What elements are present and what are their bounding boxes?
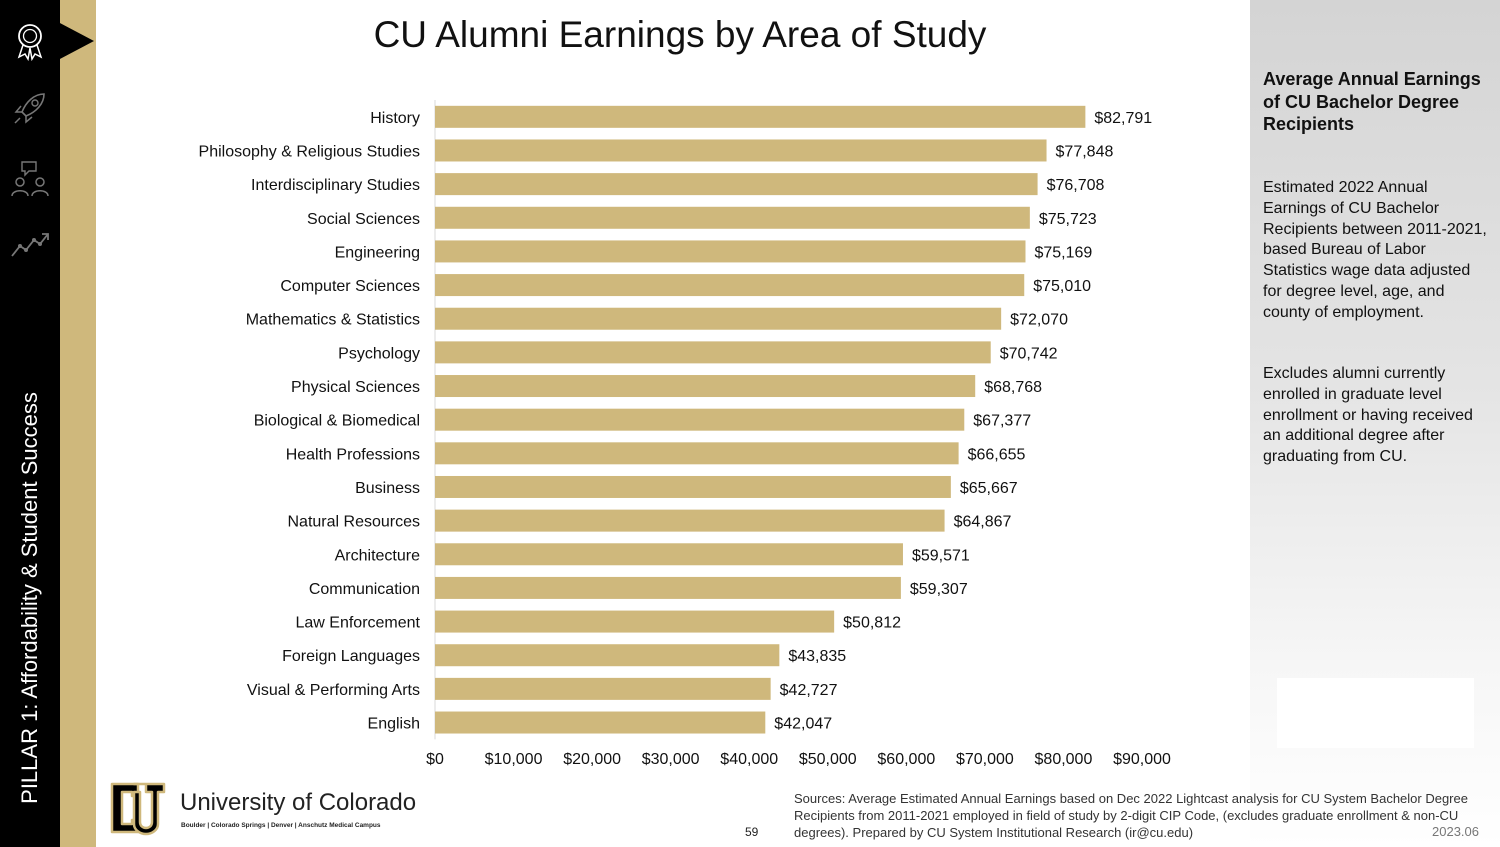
category-label: Law Enforcement	[295, 615, 420, 632]
sidebar: PILLAR 1: Affordability & Student Succes…	[0, 0, 60, 847]
slide-title: CU Alumni Earnings by Area of Study	[373, 14, 987, 55]
bar	[435, 711, 766, 734]
value-label: $42,727	[780, 682, 838, 699]
value-label: $70,742	[1000, 345, 1058, 362]
category-label: Interdisciplinary Studies	[251, 177, 420, 194]
category-label: History	[370, 110, 420, 127]
value-label: $66,655	[968, 446, 1026, 463]
bar	[435, 509, 945, 532]
bar	[435, 543, 903, 566]
bar	[435, 139, 1047, 162]
x-tick-label: $90,000	[1113, 751, 1171, 768]
x-tick-label: $50,000	[799, 751, 857, 768]
category-label: Social Sciences	[307, 211, 420, 228]
date-code: 2023.06	[1432, 824, 1479, 839]
category-label: Communication	[309, 581, 420, 598]
value-label: $82,791	[1094, 110, 1152, 127]
bar	[435, 408, 965, 431]
value-label: $59,307	[910, 581, 968, 598]
people-discussion-icon[interactable]	[8, 156, 52, 200]
category-label: Psychology	[338, 345, 420, 362]
value-label: $68,768	[984, 379, 1042, 396]
value-label: $76,708	[1047, 177, 1105, 194]
bar	[435, 644, 780, 667]
earnings-bar-chart: History Philosophy & Religious Studies Int…	[199, 100, 1171, 768]
value-label: $59,571	[912, 547, 970, 564]
category-label: English	[368, 716, 420, 733]
value-label: $50,812	[843, 615, 901, 632]
category-label: Computer Sciences	[280, 278, 420, 295]
value-label: $72,070	[1010, 312, 1068, 329]
info-panel: Average Annual Earnings of CU Bachelor D…	[1250, 0, 1500, 847]
x-tick-label: $60,000	[877, 751, 935, 768]
bar	[435, 274, 1025, 297]
value-label: $67,377	[973, 413, 1031, 430]
category-label: Physical Sciences	[291, 379, 420, 396]
bar	[435, 610, 835, 633]
value-label: $77,848	[1056, 143, 1114, 160]
panel-heading: Average Annual Earnings of CU Bachelor D…	[1263, 69, 1481, 134]
value-label: $75,723	[1039, 211, 1097, 228]
category-label: Engineering	[335, 244, 420, 261]
growth-chart-icon[interactable]	[8, 222, 52, 266]
bar	[435, 677, 771, 700]
category-label: Health Professions	[286, 446, 420, 463]
university-name: University of Colorado	[180, 789, 417, 816]
sources-note: Sources: Average Estimated Annual Earnin…	[794, 791, 1468, 840]
category-label: Visual & Performing Arts	[247, 682, 420, 699]
x-tick-label: $80,000	[1035, 751, 1093, 768]
rocket-icon[interactable]	[8, 86, 52, 130]
x-tick-label: $20,000	[563, 751, 621, 768]
category-label: Philosophy & Religious Studies	[199, 143, 420, 160]
panel-description: Estimated 2022 Annual Earnings of CU Bac…	[1263, 179, 1487, 321]
campus-list: Boulder | Colorado Springs | Denver | An…	[181, 822, 381, 829]
category-label: Architecture	[335, 547, 420, 564]
bar	[435, 105, 1086, 128]
bar	[435, 475, 951, 498]
bar	[435, 206, 1030, 229]
gold-accent-strip	[60, 0, 96, 847]
cu-logo	[110, 782, 166, 836]
page-number: 59	[745, 825, 759, 839]
value-label: $75,010	[1033, 278, 1091, 295]
category-label: Biological & Biomedical	[254, 413, 420, 430]
category-label: Natural Resources	[288, 514, 421, 531]
value-label: $42,047	[774, 716, 832, 733]
value-label: $75,169	[1034, 244, 1092, 261]
x-tick-label: $0	[426, 751, 444, 768]
active-section-arrow	[58, 22, 94, 60]
x-tick-label: $40,000	[720, 751, 778, 768]
bar	[435, 173, 1038, 196]
category-label: Business	[355, 480, 420, 497]
bar	[435, 576, 901, 599]
x-tick-label: $10,000	[485, 751, 543, 768]
category-label: Mathematics & Statistics	[246, 312, 420, 329]
value-label: $65,667	[960, 480, 1018, 497]
bar	[435, 442, 959, 465]
value-label: $43,835	[788, 648, 846, 665]
bar	[435, 375, 976, 398]
bar	[435, 307, 1002, 330]
bar	[435, 240, 1026, 263]
x-tick-label: $30,000	[642, 751, 700, 768]
value-label: $64,867	[954, 514, 1012, 531]
category-label: Foreign Languages	[282, 648, 420, 665]
panel-blank-box	[1277, 678, 1474, 748]
award-ribbon-icon[interactable]	[8, 18, 52, 62]
panel-note: Excludes alumni currently enrolled in gr…	[1263, 365, 1473, 466]
x-tick-label: $70,000	[956, 751, 1014, 768]
bar	[435, 341, 991, 364]
